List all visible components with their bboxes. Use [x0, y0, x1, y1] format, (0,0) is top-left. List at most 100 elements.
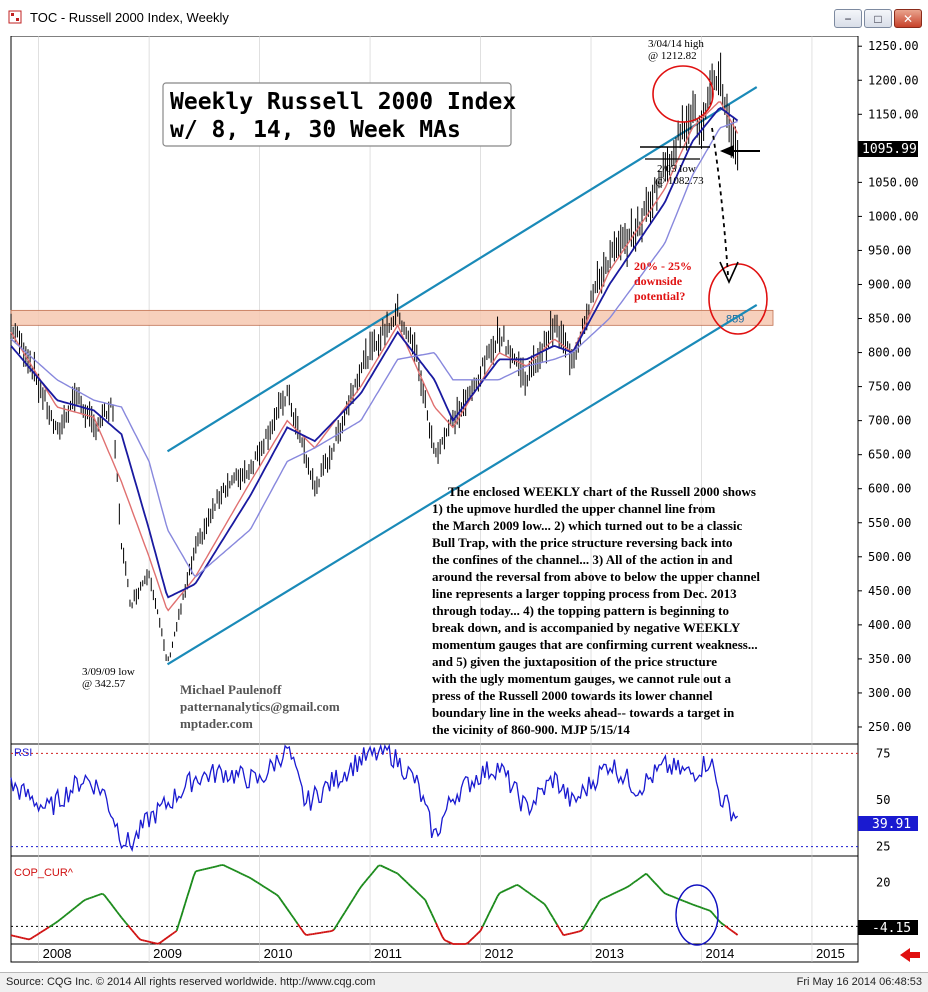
cop-segment: [568, 934, 570, 935]
cop-segment: [525, 890, 527, 892]
chart-subtitle: w/ 8, 14, 30 Week MAs: [170, 117, 461, 143]
commentary-line: momentum gauges that are confirming curr…: [432, 637, 758, 652]
cop-segment: [255, 881, 257, 882]
cop-segment: [215, 866, 217, 867]
cop-segment: [682, 901, 684, 902]
cop-segment: [236, 871, 238, 872]
cop-segment: [604, 897, 606, 898]
chart-area[interactable]: 1250.001200.001150.001100.001050.001000.…: [0, 36, 928, 972]
cop-segment: [156, 943, 158, 944]
cop-segment: [145, 941, 147, 942]
cop-segment: [508, 888, 510, 889]
cop-segment: [670, 895, 672, 896]
cop-segment: [695, 905, 697, 906]
cop-segment: [540, 901, 542, 903]
cop-segment: [510, 887, 512, 888]
cop-segment: [504, 890, 506, 891]
cop-segment: [381, 866, 383, 867]
time-tick-label: 2012: [485, 946, 514, 961]
cop-segment: [30, 938, 32, 939]
cop-segment: [207, 868, 209, 869]
cop-segment: [640, 877, 642, 879]
cop-segment: [672, 896, 674, 897]
cop-segment: [198, 870, 200, 871]
cop-segment: [733, 932, 735, 934]
cop-segment: [39, 932, 41, 933]
cop-segment: [88, 898, 90, 899]
cop-segment: [602, 898, 604, 899]
cop-segment: [241, 873, 243, 874]
cop-segment: [629, 884, 631, 886]
cop-segment: [245, 875, 247, 876]
cop-segment: [521, 887, 523, 889]
cop-segment: [393, 872, 395, 873]
commentary-line: the March 2009 low... 2) which turned ou…: [432, 518, 743, 533]
commentary-line: Bull Trap, with the price structure reve…: [432, 535, 733, 550]
window-title: TOC - Russell 2000 Index, Weekly: [30, 10, 229, 25]
price-tick-label: 650.00: [868, 448, 911, 462]
time-tick-label: 2014: [705, 946, 734, 961]
cop-segment: [270, 891, 272, 892]
cop-segment: [164, 938, 166, 940]
time-tick-label: 2008: [43, 946, 72, 961]
cop-segment: [500, 892, 502, 893]
price-tick-label: 1000.00: [868, 209, 919, 223]
close-button[interactable]: ✕: [894, 9, 922, 28]
price-tick-label: 700.00: [868, 414, 911, 428]
cop-segment: [274, 893, 276, 894]
price-tick-label: 300.00: [868, 686, 911, 700]
commentary-line: the vicinity of 860-900. MJP 5/15/14: [432, 722, 630, 737]
minimize-button[interactable]: −: [834, 9, 862, 28]
cop-segment: [383, 867, 385, 868]
svg-text:-4.15: -4.15: [872, 921, 911, 936]
cop-segment: [466, 943, 468, 944]
price-tick-label: 1050.00: [868, 175, 919, 189]
cop-segment: [251, 879, 253, 880]
price-tick-label: 850.00: [868, 312, 911, 326]
downside-label-1: 20% - 25%: [634, 259, 692, 273]
cop-segment: [224, 865, 226, 866]
cop-segment: [608, 895, 610, 896]
price-tick-label: 250.00: [868, 720, 911, 734]
cop-segment: [26, 939, 28, 940]
window-titlebar: TOC - Russell 2000 Index, Weekly −□✕: [0, 0, 928, 37]
cop-segment: [54, 923, 56, 924]
cop-segment: [689, 903, 691, 904]
cop-segment: [258, 883, 260, 884]
price-tick-label: 950.00: [868, 243, 911, 257]
rsi-tick-label: 25: [876, 840, 890, 854]
commentary-line: and 5) given the juxtaposition of the pr…: [432, 654, 717, 669]
cop-segment: [631, 883, 633, 885]
chart-title: Weekly Russell 2000 Index: [170, 89, 516, 115]
cop-segment: [141, 940, 143, 941]
low09-value: @ 342.57: [82, 678, 126, 690]
cop-segment: [621, 889, 623, 890]
copyright-text: Source: CQG Inc. © 2014 All rights reser…: [6, 976, 375, 988]
cop-segment: [636, 880, 638, 882]
time-tick-label: 2011: [374, 946, 402, 961]
cop-segment: [153, 943, 155, 944]
cop-segment: [704, 909, 706, 910]
high-value: @ 1212.82: [648, 50, 697, 62]
cop-segment: [612, 893, 614, 894]
cop-segment: [13, 936, 15, 937]
cop-segment: [43, 930, 45, 931]
cop-segment: [517, 885, 519, 886]
cop-segment: [143, 940, 145, 941]
cop-segment: [385, 868, 387, 869]
last-price-tag: 1095.99: [858, 141, 918, 157]
commentary-line: around the reversal from above to below …: [432, 569, 760, 584]
cop-segment: [238, 872, 240, 873]
cop-segment: [699, 907, 701, 908]
cop-segment: [232, 869, 234, 870]
cop-segment: [532, 895, 534, 897]
cop-segment: [49, 926, 51, 927]
rsi-last-tag: 39.91: [858, 816, 918, 832]
cop-tick-label: 20: [876, 875, 890, 889]
cop-segment: [665, 894, 667, 895]
cop-segment: [196, 871, 198, 872]
maximize-button[interactable]: □: [864, 9, 892, 28]
cop-segment: [725, 926, 727, 928]
commentary-line: press of the Russell 2000 towards its lo…: [432, 688, 713, 703]
price-tick-label: 600.00: [868, 482, 911, 496]
